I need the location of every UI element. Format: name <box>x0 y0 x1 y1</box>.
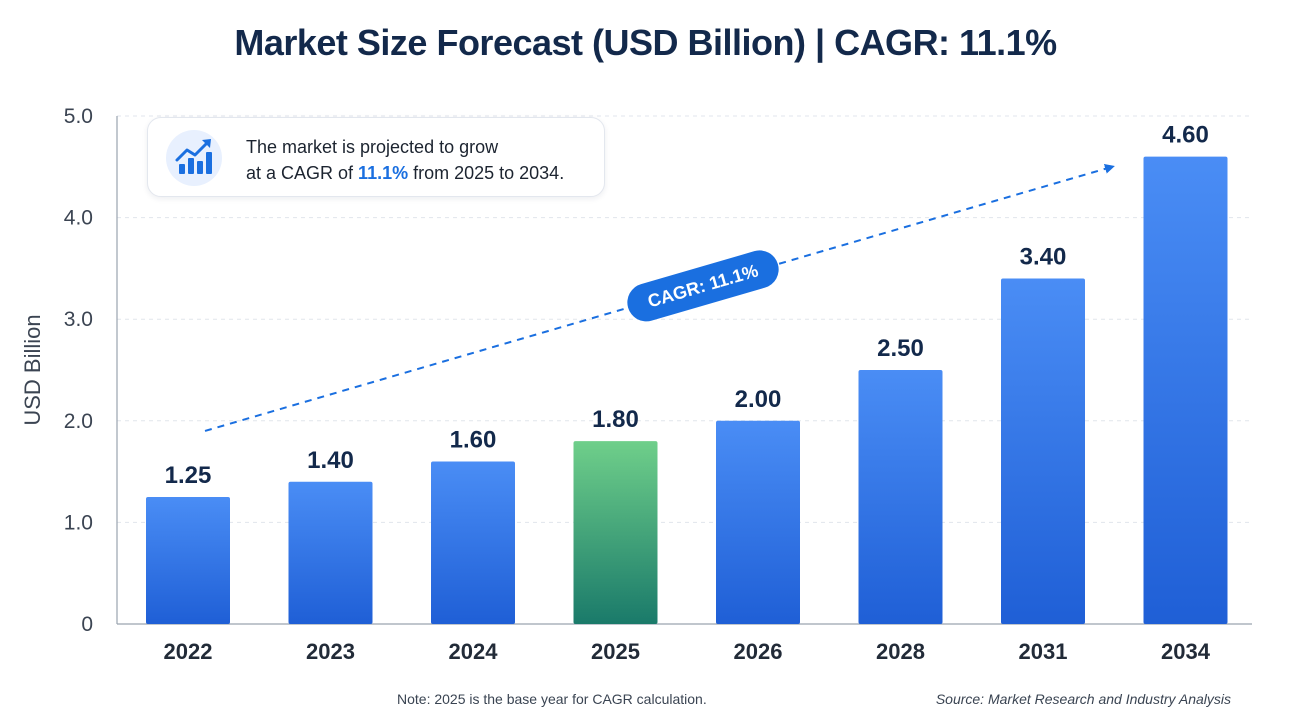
footer-source: Source: Market Research and Industry Ana… <box>935 691 1231 707</box>
value-label-2022: 1.25 <box>165 462 212 489</box>
bar-2031 <box>1001 278 1085 624</box>
y-tick-label: 0 <box>81 613 93 636</box>
x-tick-label-2024: 2024 <box>449 639 499 664</box>
cagr-trend: CAGR: 11.1% <box>204 163 1115 432</box>
x-tick-label-2026: 2026 <box>734 639 783 664</box>
value-label-2028: 2.50 <box>877 335 924 362</box>
callout-line-1: The market is projected to grow <box>246 137 499 157</box>
value-label-2034: 4.60 <box>1162 122 1209 149</box>
value-label-2031: 3.40 <box>1020 244 1067 271</box>
callout-cagr-highlight: 11.1% <box>358 163 409 183</box>
x-tick-label-2022: 2022 <box>164 639 213 664</box>
footer-note: Note: 2025 is the base year for CAGR cal… <box>397 691 707 707</box>
bar-2023 <box>288 481 373 624</box>
y-tick-label: 1.0 <box>64 511 93 534</box>
bars <box>146 156 1228 624</box>
callout-line-2-suffix: from 2025 to 2034. <box>408 163 565 183</box>
cagr-badge-background <box>627 250 779 322</box>
y-tick-label: 2.0 <box>64 410 93 433</box>
x-tick-label-2028: 2028 <box>876 639 925 664</box>
x-tick-label-2031: 2031 <box>1019 639 1068 664</box>
value-label-2025: 1.80 <box>592 406 639 433</box>
cagr-badge: CAGR: 11.1% <box>627 250 779 322</box>
y-tick-label: 4.0 <box>64 207 93 230</box>
callout-text: The market is projected to grow at a CAG… <box>246 134 564 186</box>
trending-up-bar-chart-icon <box>166 130 222 186</box>
x-tick-label-2034: 2034 <box>1161 639 1211 664</box>
value-label-2026: 2.00 <box>735 386 782 413</box>
x-tick-label-2023: 2023 <box>306 639 355 664</box>
x-tick-label-2025: 2025 <box>591 639 640 664</box>
chart-title: Market Size Forecast (USD Billion) | CAG… <box>234 22 1057 63</box>
callout-line-2: at a CAGR of 11.1% from 2025 to 2034. <box>246 160 564 186</box>
callout-line-2-prefix: at a CAGR of <box>246 163 359 183</box>
bar-2022 <box>146 497 230 624</box>
value-label-2024: 1.60 <box>450 426 497 453</box>
callout-box: The market is projected to grow at a CAG… <box>147 117 605 197</box>
bar-2028 <box>858 370 943 624</box>
y-tick-label: 3.0 <box>64 308 93 331</box>
bar-2026 <box>716 420 800 624</box>
value-labels: 1.25 2022 1.40 2023 1.60 2024 1.80 2025 2.00 2026… <box>164 122 1211 664</box>
value-label-2023: 1.40 <box>307 447 354 474</box>
y-tick-label: 5.0 <box>64 105 93 128</box>
axes: 0 1.0 2.0 3.0 4.0 5.0 USD Billion <box>20 105 1252 636</box>
bar-2025 <box>573 441 658 624</box>
bar-2024 <box>431 461 515 624</box>
bar-2034 <box>1143 156 1228 624</box>
y-axis-label: USD Billion <box>20 314 45 425</box>
